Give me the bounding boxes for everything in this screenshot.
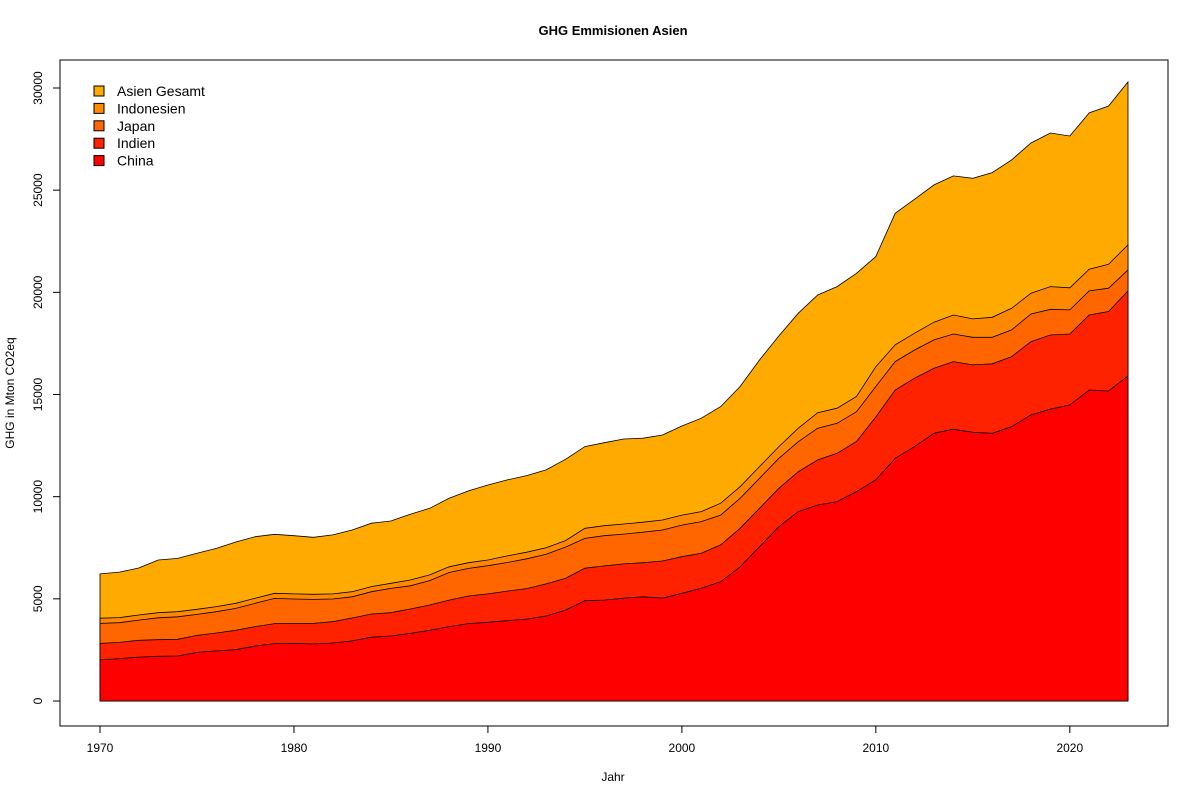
y-tick-label: 5000 bbox=[31, 585, 45, 612]
y-axis: 0 5000 10000 15000 20000 25000 30000 bbox=[31, 71, 61, 704]
legend-swatch bbox=[93, 85, 105, 97]
x-tick-label: 1990 bbox=[475, 741, 502, 755]
x-axis-label: Jahr bbox=[601, 770, 624, 784]
legend-swatch bbox=[93, 137, 105, 149]
y-tick-label: 15000 bbox=[31, 377, 45, 411]
x-tick-label: 2010 bbox=[862, 741, 889, 755]
area-layers bbox=[99, 80, 1129, 702]
legend-label: Indonesien bbox=[117, 100, 186, 116]
y-tick-label: 10000 bbox=[31, 480, 45, 514]
y-tick-label: 0 bbox=[31, 697, 45, 704]
chart-title: GHG Emmisionen Asien bbox=[538, 23, 687, 38]
x-tick-label: 1970 bbox=[87, 741, 114, 755]
y-axis-label: GHG in Mton CO2eq bbox=[3, 337, 17, 448]
legend-swatch bbox=[93, 102, 105, 114]
area-china bbox=[99, 375, 1129, 702]
legend-swatch bbox=[93, 155, 105, 167]
x-tick-label: 2000 bbox=[669, 741, 696, 755]
legend-label: China bbox=[117, 153, 154, 169]
legend-label: Japan bbox=[117, 118, 155, 134]
legend-label: Asien Gesamt bbox=[117, 83, 205, 99]
y-tick-label: 20000 bbox=[31, 275, 45, 309]
legend-swatch bbox=[93, 120, 105, 132]
x-tick-label: 2020 bbox=[1056, 741, 1083, 755]
x-axis: 1970 1980 1990 2000 2010 2020 bbox=[87, 725, 1083, 755]
y-tick-label: 25000 bbox=[31, 173, 45, 207]
x-tick-label: 1980 bbox=[281, 741, 308, 755]
y-tick-label: 30000 bbox=[31, 71, 45, 105]
legend-label: Indien bbox=[117, 135, 155, 151]
